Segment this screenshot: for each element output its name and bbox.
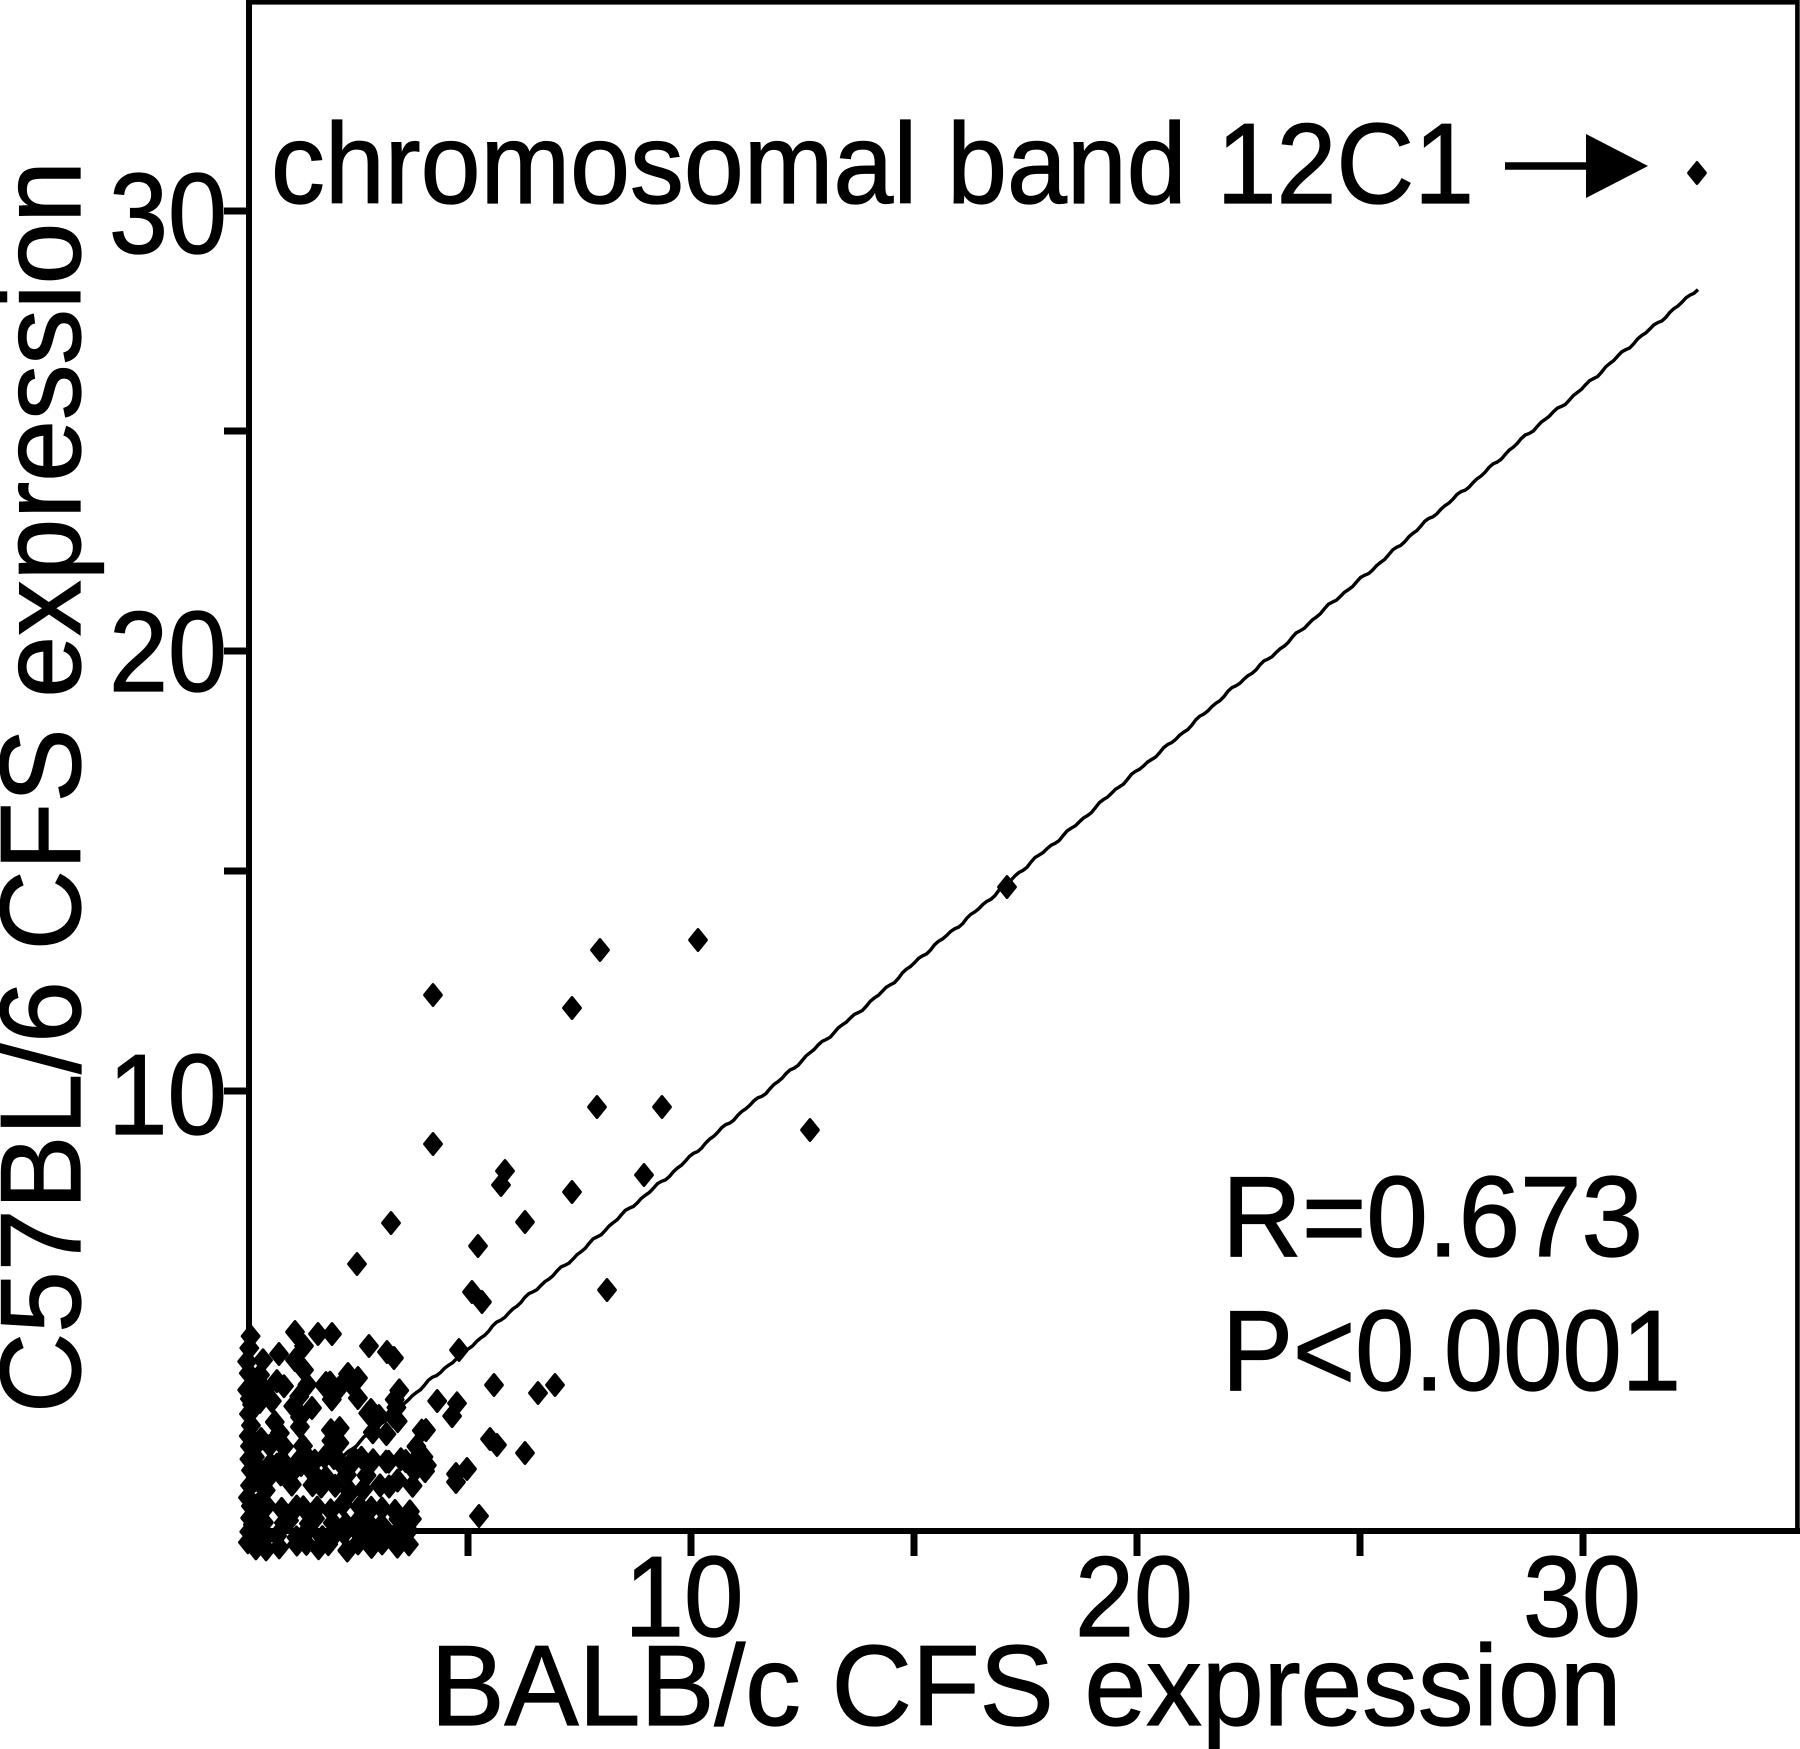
svg-text:30: 30	[1523, 1534, 1641, 1661]
svg-text:P<0.0001: P<0.0001	[1222, 1288, 1681, 1415]
svg-text:chromosomal band 12C1: chromosomal band 12C1	[271, 101, 1474, 228]
svg-text:20: 20	[1075, 1534, 1193, 1661]
svg-text:BALB/c CFS expression: BALB/c CFS expression	[431, 1623, 1622, 1749]
svg-text:30: 30	[109, 151, 227, 278]
svg-text:C57BL/6 CFS expression: C57BL/6 CFS expression	[0, 161, 105, 1413]
svg-text:20: 20	[109, 589, 227, 716]
svg-text:10: 10	[625, 1534, 744, 1661]
svg-text:R=0.673: R=0.673	[1222, 1154, 1643, 1281]
svg-text:10: 10	[108, 1032, 227, 1159]
